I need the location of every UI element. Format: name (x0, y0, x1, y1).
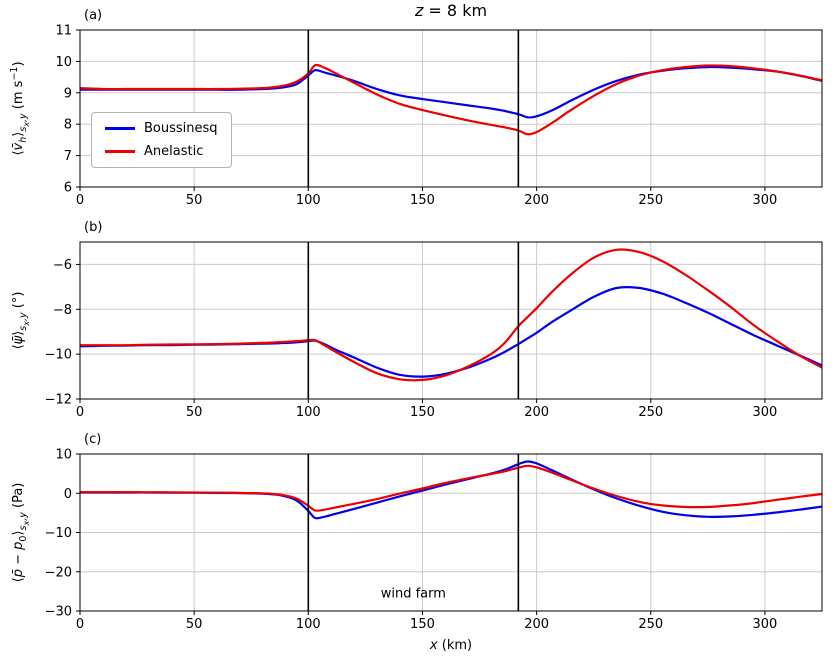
y-tick-label: −10 (45, 526, 72, 541)
chart-title-rest: = 8 km (423, 1, 488, 20)
legend-label-anelastic: Anelastic (144, 144, 204, 159)
legend-swatch-boussinesq (105, 127, 135, 130)
legend: Boussinesq Anelastic (91, 112, 232, 168)
y-tick-label: 0 (64, 487, 72, 502)
x-axis-label-variable: x (429, 638, 438, 653)
x-tick-label: 250 (638, 617, 663, 632)
panel-a-label: (a) (84, 8, 103, 23)
legend-item-boussinesq: Boussinesq (105, 121, 218, 136)
y-tick-label: 8 (64, 118, 72, 133)
x-tick-label: 50 (186, 405, 203, 420)
y-tick-label: −12 (45, 393, 72, 408)
x-tick-label: 0 (76, 405, 84, 420)
series-line-anelastic (80, 464, 822, 512)
y-tick-label: −30 (45, 605, 72, 620)
x-tick-label: 200 (524, 193, 549, 208)
x-tick-label: 250 (638, 405, 663, 420)
series-line-boussinesq (80, 460, 822, 520)
x-tick-label: 100 (296, 193, 321, 208)
panel-a: 0 50 100 150 200 250 300 6 7 8 9 10 11 ⟨v̄h⟩sx,y (m s… (9, 24, 823, 208)
y-tick-label: 11 (55, 24, 72, 39)
x-axis-label-unit: (km) (437, 638, 473, 653)
panel-c: 0 50 100 150 200 250 300 −30 −20 −10 0 10 ⟨p̄ − p0⟩s… (11, 448, 823, 632)
x-tick-label: 250 (638, 193, 663, 208)
x-tick-label: 150 (410, 193, 435, 208)
panel-b: 0 50 100 150 200 250 300 −12 −10 −8 −6 ⟨ψ̄⟩sx,y (°) (11, 241, 823, 420)
chart-title-variable: z (414, 1, 424, 20)
y-tick-label: 9 (64, 86, 72, 101)
x-tick-label: 50 (186, 617, 203, 632)
chart-title: z = 8 km (80, 0, 822, 22)
y-tick-label: −6 (53, 258, 72, 273)
series-line-anelastic (80, 63, 822, 136)
series-line-boussinesq (80, 65, 822, 119)
wind-farm-annotation: wind farm (381, 586, 446, 601)
legend-swatch-anelastic (105, 150, 135, 153)
y-axis-label: ⟨v̄h⟩sx,y (m s−1) (9, 61, 31, 155)
y-tick-label: 7 (64, 149, 72, 164)
panel-b-label: (b) (84, 220, 103, 235)
y-tick-label: 6 (64, 181, 72, 196)
x-axis-label: x (km) (80, 638, 822, 653)
series-line-anelastic (80, 248, 822, 382)
legend-label-boussinesq: Boussinesq (144, 121, 218, 136)
x-tick-label: 300 (753, 405, 778, 420)
y-tick-label: −10 (45, 348, 72, 363)
panel-border (79, 241, 823, 400)
x-tick-label: 0 (76, 617, 84, 632)
panel-c-label: (c) (84, 432, 102, 447)
series-line-boussinesq (80, 285, 822, 378)
x-tick-label: 100 (296, 405, 321, 420)
legend-item-anelastic: Anelastic (105, 144, 218, 159)
y-tick-label: −8 (53, 303, 72, 318)
x-tick-label: 150 (410, 617, 435, 632)
x-tick-label: 300 (753, 193, 778, 208)
x-tick-label: 100 (296, 617, 321, 632)
y-tick-label: 10 (55, 448, 72, 463)
x-tick-label: 50 (186, 193, 203, 208)
x-tick-label: 150 (410, 405, 435, 420)
x-tick-label: 200 (524, 405, 549, 420)
y-axis-label: ⟨ψ̄⟩sx,y (°) (11, 292, 31, 350)
x-tick-label: 300 (753, 617, 778, 632)
y-tick-label: 10 (55, 55, 72, 70)
y-tick-label: −20 (45, 565, 72, 580)
y-axis-label: ⟨p̄ − p0⟩sx,y (Pa) (11, 483, 31, 583)
x-tick-label: 200 (524, 617, 549, 632)
x-tick-label: 0 (76, 193, 84, 208)
panel-border (79, 29, 823, 188)
